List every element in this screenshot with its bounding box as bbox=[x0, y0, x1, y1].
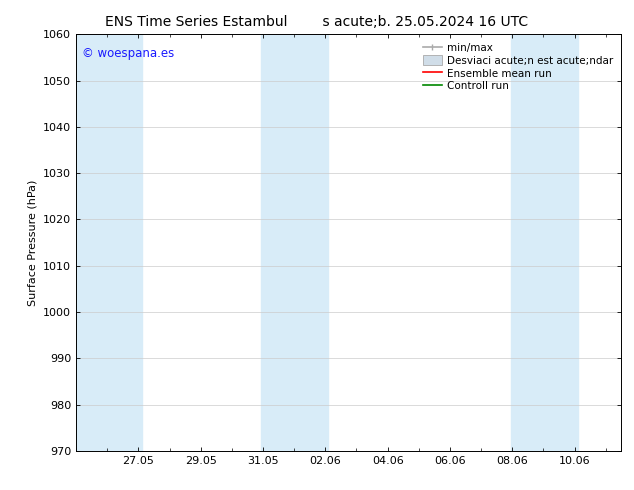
Y-axis label: Surface Pressure (hPa): Surface Pressure (hPa) bbox=[27, 179, 37, 306]
Legend: min/max, Desviaci acute;n est acute;ndar, Ensemble mean run, Controll run: min/max, Desviaci acute;n est acute;ndar… bbox=[420, 40, 616, 95]
Bar bbox=[261, 34, 328, 451]
Text: © woespana.es: © woespana.es bbox=[82, 47, 174, 60]
Text: ENS Time Series Estambul        s acute;b. 25.05.2024 16 UTC: ENS Time Series Estambul s acute;b. 25.0… bbox=[105, 15, 529, 29]
Bar bbox=[76, 34, 141, 451]
Bar bbox=[511, 34, 578, 451]
